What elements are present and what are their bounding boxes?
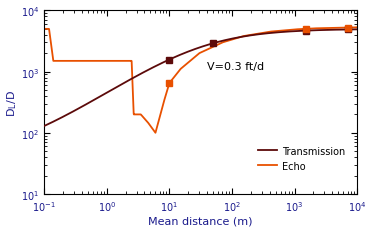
Transmission: [74, 109, 78, 112]
Line: Echo: Echo: [44, 28, 357, 133]
Echo: [58, 60, 62, 63]
Echo: [346, 27, 350, 30]
Echo: [42, 28, 46, 31]
Transmission: [355, 29, 359, 32]
Transmission: [42, 125, 46, 128]
Echo: [186, 62, 190, 65]
Line: Transmission: Transmission: [44, 30, 357, 126]
Echo: [194, 55, 199, 58]
Echo: [153, 132, 158, 135]
Echo: [346, 27, 350, 30]
Transmission: [169, 58, 173, 61]
Transmission: [180, 53, 184, 56]
Text: V=0.3 ft/d: V=0.3 ft/d: [207, 62, 264, 72]
Legend: Transmission, Echo: Transmission, Echo: [254, 142, 349, 175]
Echo: [355, 27, 359, 30]
Y-axis label: $\mathregular{D_L/D}$: $\mathregular{D_L/D}$: [6, 89, 19, 116]
Transmission: [286, 31, 291, 34]
Transmission: [257, 34, 262, 36]
Transmission: [292, 31, 296, 33]
X-axis label: Mean distance (m): Mean distance (m): [148, 216, 253, 225]
Echo: [289, 29, 293, 32]
